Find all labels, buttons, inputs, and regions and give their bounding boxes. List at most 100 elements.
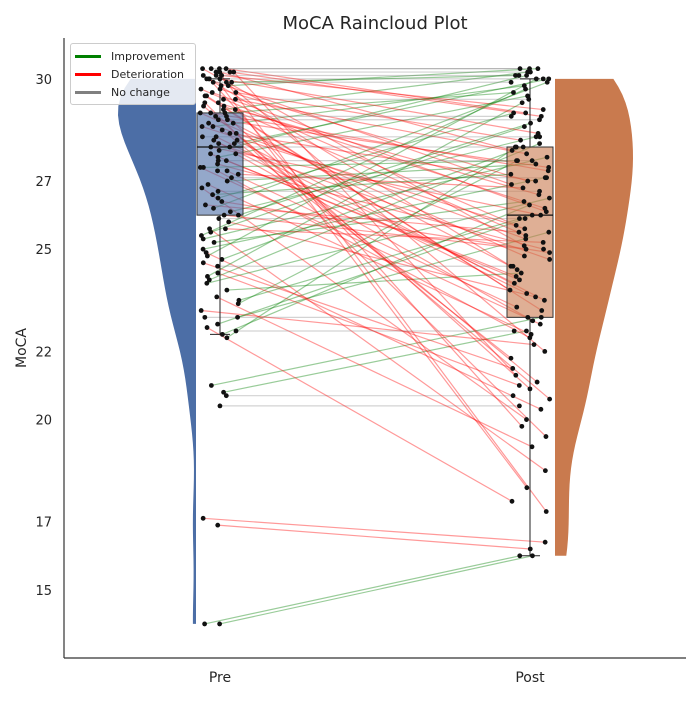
- pair-line-deterioration: [219, 71, 513, 151]
- point-pre: [210, 79, 216, 85]
- box-pre-box: [196, 112, 244, 216]
- pair-line-deterioration: [201, 125, 525, 230]
- point-post: [542, 349, 548, 354]
- point-pre: [216, 148, 222, 153]
- point-post: [510, 393, 516, 399]
- point-post: [530, 318, 536, 324]
- point-pre: [206, 277, 212, 283]
- point-post: [536, 192, 542, 198]
- pair-line-deterioration: [235, 91, 521, 141]
- pair-line-deterioration: [229, 132, 536, 182]
- point-pre: [203, 202, 208, 208]
- density-layer: [118, 78, 633, 624]
- pair-line-deterioration: [212, 91, 547, 213]
- pair-line-deterioration: [210, 153, 520, 281]
- point-pre: [233, 151, 239, 157]
- pair-line-deterioration: [202, 74, 512, 267]
- pair-line-improvement: [210, 126, 525, 233]
- point-pre: [235, 314, 240, 320]
- point-pre: [221, 389, 226, 395]
- y-tick-label: 15: [35, 584, 52, 599]
- point-pre: [219, 199, 225, 204]
- point-post: [511, 90, 516, 95]
- pair-line-deterioration: [219, 78, 539, 134]
- point-post: [543, 434, 549, 439]
- point-post: [528, 120, 533, 126]
- point-post: [513, 274, 519, 279]
- point-pre: [224, 113, 229, 119]
- point-pre: [219, 127, 225, 133]
- point-post: [520, 144, 526, 150]
- point-post: [523, 86, 528, 92]
- pair-line-deterioration: [203, 105, 551, 400]
- x-tick-label-post: Post: [515, 670, 545, 686]
- point-pre: [215, 100, 221, 106]
- pair-line-improvement: [226, 146, 517, 339]
- point-post: [521, 199, 527, 204]
- point-post: [524, 291, 530, 296]
- point-pre: [198, 86, 204, 92]
- point-post: [533, 294, 538, 300]
- point-post: [533, 178, 539, 184]
- pair-line-improvement: [224, 91, 514, 114]
- point-post: [524, 73, 529, 78]
- pair-line-deterioration: [215, 136, 515, 284]
- pair-line-deterioration: [200, 112, 525, 257]
- pair-line-deterioration: [235, 108, 540, 196]
- pair-line-deterioration: [226, 81, 546, 352]
- point-post: [517, 553, 523, 559]
- point-pre: [217, 76, 223, 82]
- point-pre: [202, 314, 208, 320]
- pair-line-deterioration: [202, 68, 525, 247]
- point-pre: [215, 195, 221, 201]
- point-post: [524, 417, 529, 422]
- point-pre: [204, 280, 210, 286]
- pair-line-deterioration: [207, 183, 532, 335]
- pair-line-deterioration: [205, 252, 542, 410]
- pair-line-deterioration: [206, 78, 512, 186]
- point-post: [511, 110, 517, 116]
- point-post: [543, 509, 549, 514]
- pair-line-deterioration: [221, 129, 512, 359]
- point-pre: [210, 124, 216, 129]
- point-pre: [201, 165, 206, 170]
- point-post: [514, 304, 520, 310]
- point-post: [539, 308, 545, 313]
- pair-line-deterioration: [201, 187, 527, 421]
- point-post: [519, 423, 525, 429]
- point-post: [517, 403, 522, 409]
- point-pre: [200, 73, 206, 78]
- point-pre: [233, 90, 239, 95]
- point-post: [525, 178, 531, 184]
- point-post: [538, 212, 544, 218]
- point-post: [547, 195, 552, 201]
- point-pre: [215, 154, 221, 160]
- pair-line-deterioration: [235, 153, 534, 322]
- point-post: [509, 148, 515, 153]
- point-post: [517, 277, 522, 283]
- pair-line-deterioration: [238, 173, 524, 189]
- point-post: [511, 328, 517, 334]
- point-pre: [199, 124, 205, 129]
- pair-line-improvement: [204, 555, 520, 625]
- point-pre: [208, 144, 214, 150]
- point-pre: [227, 69, 233, 75]
- point-post: [544, 154, 550, 160]
- point-post: [546, 165, 552, 170]
- point-pre: [223, 66, 229, 72]
- point-post: [521, 124, 527, 129]
- point-post: [526, 96, 532, 102]
- point-pre: [210, 192, 215, 198]
- pair-line-deterioration: [206, 327, 513, 502]
- density-pre: [118, 78, 196, 624]
- pair-line-improvement: [217, 112, 514, 199]
- pair-line-improvement: [207, 102, 523, 277]
- legend-label-no-change: No change: [111, 85, 170, 99]
- pair-line-deterioration: [221, 74, 544, 111]
- pair-line-deterioration: [213, 139, 527, 295]
- point-post: [544, 79, 550, 85]
- pair-line-improvement: [201, 88, 526, 237]
- point-post: [508, 113, 514, 119]
